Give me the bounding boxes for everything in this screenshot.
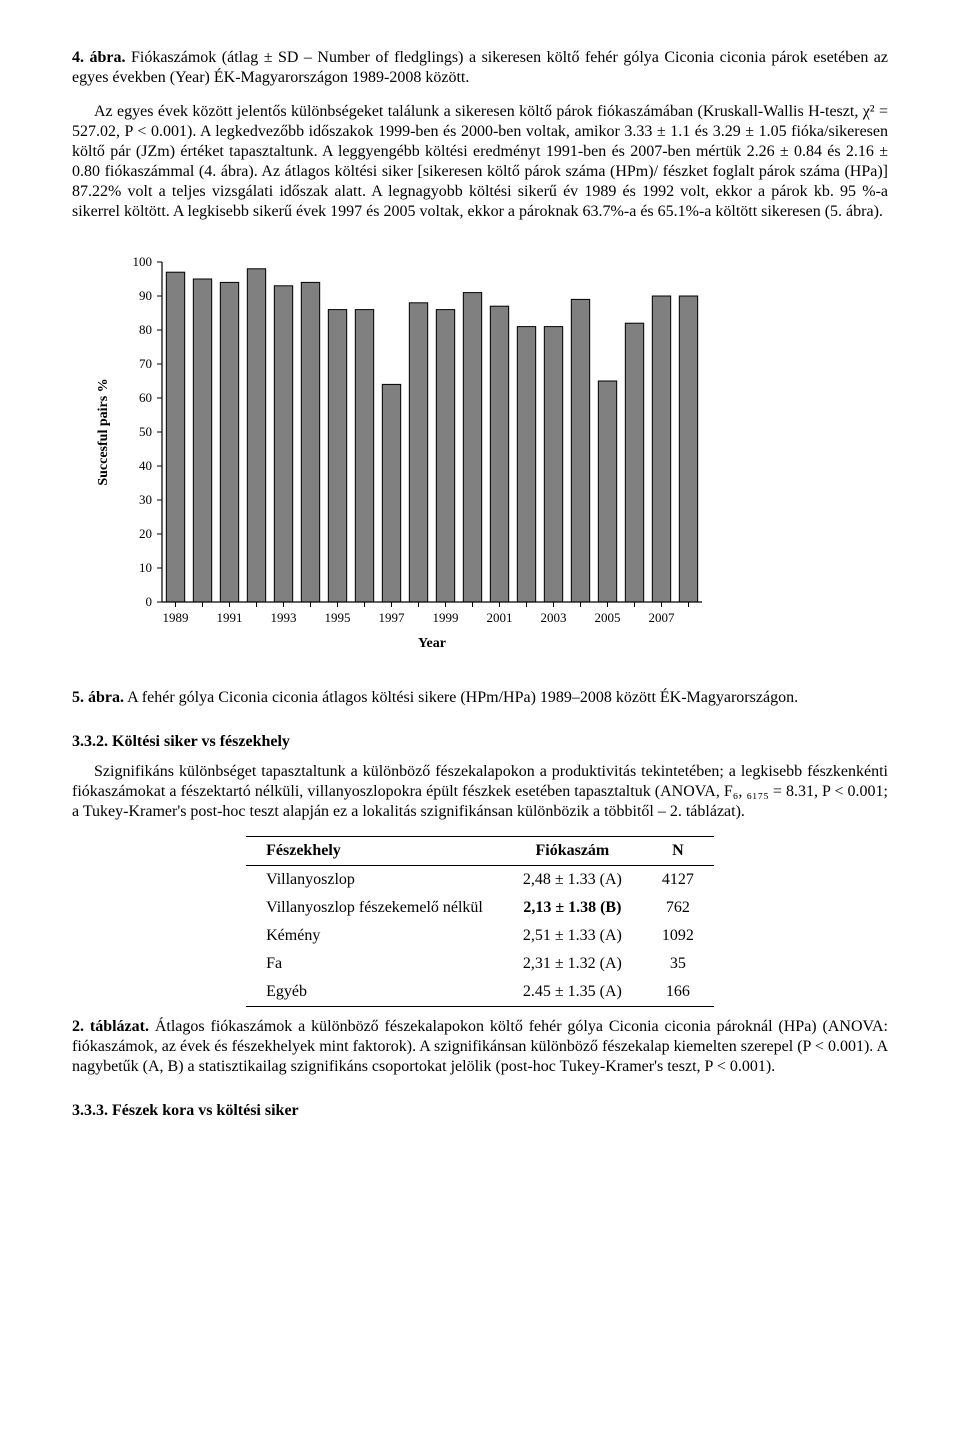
svg-text:2001: 2001	[487, 610, 513, 625]
tab2-lead: 2. táblázat.	[72, 1018, 149, 1035]
svg-text:2005: 2005	[595, 610, 621, 625]
paragraph-2: Szignifikáns különbséget tapasztaltunk a…	[72, 762, 888, 822]
cell-fiokaszam: 2,48 ± 1.33 (A)	[503, 866, 642, 895]
svg-text:1993: 1993	[271, 610, 297, 625]
cell-feszekhely: Kémény	[246, 922, 503, 950]
cell-feszekhely: Villanyoszlop fészekemelő nélkül	[246, 894, 503, 922]
svg-text:20: 20	[139, 526, 152, 541]
cell-n: 1092	[642, 922, 714, 950]
svg-text:1999: 1999	[433, 610, 459, 625]
table-row: Villanyoszlop fészekemelő nélkül2,13 ± 1…	[246, 894, 714, 922]
cell-n: 4127	[642, 866, 714, 895]
table-row: Villanyoszlop2,48 ± 1.33 (A)4127	[246, 866, 714, 895]
tab2-rest: Átlagos fiókaszámok a különböző fészekal…	[72, 1018, 888, 1075]
svg-text:90: 90	[139, 288, 152, 303]
fig4-rest: Fiókaszámok (átlag ± SD – Number of fled…	[72, 49, 888, 86]
svg-text:50: 50	[139, 424, 152, 439]
fig5-caption: 5. ábra. A fehér gólya Ciconia ciconia á…	[72, 688, 888, 708]
svg-text:40: 40	[139, 458, 152, 473]
success-chart: 0 10 20 30 40 50 60 70 80 90 100 1989 1991 1993 1995 19…	[72, 242, 888, 668]
svg-text:60: 60	[139, 390, 152, 405]
svg-text:2007: 2007	[649, 610, 676, 625]
chart-svg: 0 10 20 30 40 50 60 70 80 90 100 1989 1991 1993 1995 19…	[72, 242, 732, 662]
cell-feszekhely: Fa	[246, 950, 503, 978]
fig5-rest: A fehér gólya Ciconia ciconia átlagos kö…	[124, 689, 798, 706]
table-row: Egyéb2.45 ± 1.35 (A)166	[246, 978, 714, 1007]
heading-333: 3.3.3. Fészek kora vs költési siker	[72, 1101, 888, 1121]
cell-fiokaszam: 2,51 ± 1.33 (A)	[503, 922, 642, 950]
col-n: N	[642, 837, 714, 866]
cell-feszekhely: Egyéb	[246, 978, 503, 1007]
fig4-lead: 4. ábra.	[72, 49, 126, 66]
svg-text:80: 80	[139, 322, 152, 337]
svg-text:1989: 1989	[163, 610, 189, 625]
fig5-lead: 5. ábra.	[72, 689, 124, 706]
col-feszekhely: Fészekhely	[246, 837, 503, 866]
fig4-caption: 4. ábra. Fiókaszámok (átlag ± SD – Numbe…	[72, 48, 888, 88]
cell-n: 166	[642, 978, 714, 1007]
cell-fiokaszam: 2,31 ± 1.32 (A)	[503, 950, 642, 978]
cell-feszekhely: Villanyoszlop	[246, 866, 503, 895]
table-header-row: Fészekhely Fiókaszám N	[246, 837, 714, 866]
svg-text:30: 30	[139, 492, 152, 507]
svg-text:2003: 2003	[541, 610, 567, 625]
svg-text:Succesful pairs %: Succesful pairs %	[96, 378, 111, 485]
svg-text:1997: 1997	[379, 610, 406, 625]
cell-n: 762	[642, 894, 714, 922]
table-row: Kémény2,51 ± 1.33 (A)1092	[246, 922, 714, 950]
svg-text:0: 0	[146, 594, 153, 609]
cell-fiokaszam: 2.45 ± 1.35 (A)	[503, 978, 642, 1007]
table-row: Fa2,31 ± 1.32 (A)35	[246, 950, 714, 978]
svg-text:70: 70	[139, 356, 152, 371]
svg-text:10: 10	[139, 560, 152, 575]
col-fiokaszam: Fiókaszám	[503, 837, 642, 866]
svg-text:100: 100	[133, 254, 153, 269]
cell-fiokaszam: 2,13 ± 1.38 (B)	[503, 894, 642, 922]
tab2-caption: 2. táblázat. Átlagos fiókaszámok a külön…	[72, 1017, 888, 1077]
svg-text:1991: 1991	[217, 610, 243, 625]
heading-332: 3.3.2. Költési siker vs fészekhely	[72, 732, 888, 752]
svg-text:1995: 1995	[325, 610, 351, 625]
cell-n: 35	[642, 950, 714, 978]
table-2: Fészekhely Fiókaszám N Villanyoszlop2,48…	[246, 836, 714, 1007]
svg-text:Year: Year	[418, 636, 446, 651]
paragraph-1: Az egyes évek között jelentős különbsége…	[72, 102, 888, 222]
